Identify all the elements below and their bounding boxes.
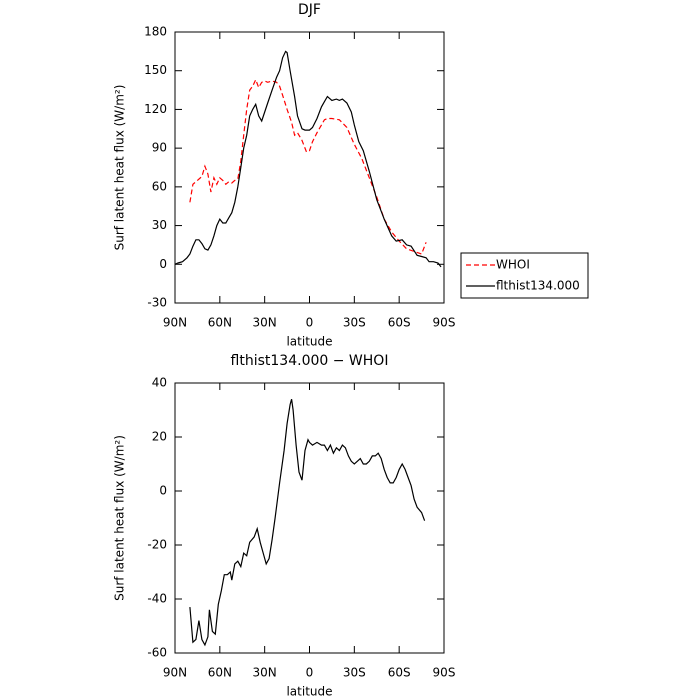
x-tick-label: 0 [306,666,314,680]
y-tick-label: 30 [152,218,167,232]
series-line [189,399,426,647]
y-tick-label: 20 [152,430,167,444]
chart-title: flthist134.000 − WHOI [231,353,389,369]
y-tick-label: 0 [159,484,167,498]
y-tick-label: 120 [144,102,167,116]
x-tick-label: 30S [343,316,366,330]
x-tick-label: 30N [253,316,277,330]
y-tick-label: 0 [159,257,167,271]
x-tick-label: 60N [208,666,232,680]
x-tick-label: 90N [163,666,187,680]
x-tick-label: 0 [306,316,314,330]
x-tick-label: 90S [433,666,456,680]
y-tick-label: 180 [144,25,167,39]
y-tick-label: 90 [152,141,167,155]
legend-label: flthist134.000 [496,279,580,293]
x-tick-label: 30N [253,666,277,680]
x-axis-label: latitude [286,335,332,349]
y-tick-label: 150 [144,63,167,77]
x-tick-label: 60S [388,666,411,680]
y-tick-label: -20 [147,538,167,552]
x-tick-label: 90N [163,316,187,330]
x-tick-label: 60S [388,316,411,330]
legend-label: WHOI [496,258,530,272]
series-line [174,50,442,268]
plot-frame [174,31,445,304]
y-axis-label: Surf latent heat flux (W/m²) [113,85,127,251]
y-tick-label: 40 [152,376,167,390]
y-axis-label: Surf latent heat flux (W/m²) [113,435,127,601]
x-axis-label: latitude [286,685,332,699]
chart-title: DJF [298,2,321,18]
series-line [189,78,427,255]
x-tick-label: 30S [343,666,366,680]
legend-box [460,252,589,299]
x-tick-label: 60N [208,316,232,330]
y-tick-label: -60 [147,646,167,660]
y-tick-label: -30 [147,296,167,310]
y-tick-label: -40 [147,592,167,606]
x-tick-label: 90S [433,316,456,330]
y-tick-label: 60 [152,179,167,193]
plot-frame [174,382,445,654]
